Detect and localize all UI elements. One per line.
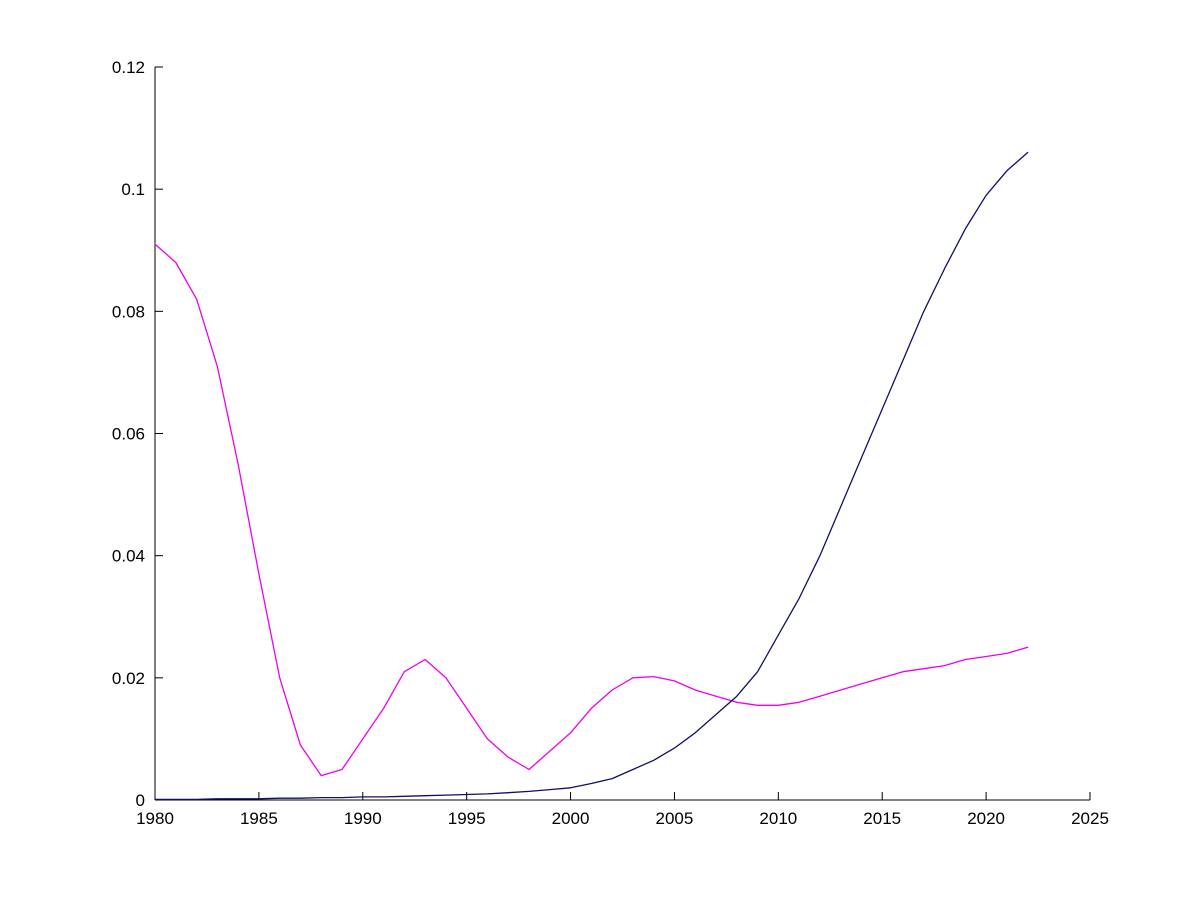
series-line-dark-blue-series — [154, 151, 1029, 801]
x-tick-label: 2000 — [552, 809, 590, 828]
x-tick-label: 2010 — [759, 809, 797, 828]
series-line-magenta-series — [154, 243, 1029, 777]
x-tick-label: 1995 — [448, 809, 486, 828]
y-tick-label: 0.1 — [121, 180, 145, 199]
x-tick-label: 1985 — [240, 809, 278, 828]
y-tick-label: 0 — [136, 791, 145, 810]
x-tick-label: 1990 — [344, 809, 382, 828]
x-tick-label: 1980 — [136, 809, 174, 828]
x-tick-label: 2005 — [656, 809, 694, 828]
x-tick-label: 2020 — [967, 809, 1005, 828]
y-tick-label: 0.08 — [112, 302, 145, 321]
y-tick-label: 0.02 — [112, 669, 145, 688]
y-tick-label: 0.04 — [112, 547, 145, 566]
x-tick-label: 2015 — [863, 809, 901, 828]
y-tick-label: 0.12 — [112, 58, 145, 77]
y-tick-label: 0.06 — [112, 425, 145, 444]
x-tick-label: 2025 — [1071, 809, 1109, 828]
